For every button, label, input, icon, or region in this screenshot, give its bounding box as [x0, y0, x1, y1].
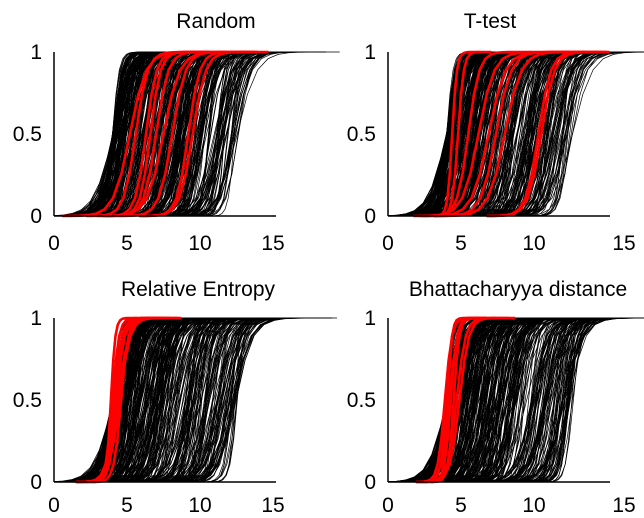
x-tick-label: 15	[261, 494, 284, 517]
y-axis: 1 0.5 0	[13, 41, 55, 228]
x-tick-label: 10	[188, 232, 211, 255]
x-tick-label: 0	[382, 232, 394, 255]
y-tick-label: 1	[30, 307, 42, 330]
panel-title: Relative Entropy	[121, 278, 276, 301]
plot-area	[387, 50, 644, 218]
y-tick-label: 1	[364, 41, 376, 64]
x-tick-label: 5	[455, 494, 467, 517]
highlight-curve	[420, 316, 516, 484]
x-tick-label: 15	[612, 494, 635, 517]
x-tick-label: 10	[522, 232, 545, 255]
background-curve	[510, 51, 644, 217]
plot-area	[53, 316, 337, 484]
background-curve	[471, 317, 567, 483]
x-tick-label: 15	[261, 232, 284, 255]
plot-area	[387, 316, 644, 484]
x-tick-label: 10	[522, 494, 545, 517]
x-tick-label: 0	[48, 232, 60, 255]
highlight-curve	[138, 50, 269, 218]
y-tick-label: 0.5	[347, 389, 376, 412]
panel-bhattacharyya-distance: Bhattacharyya distance 1 0.5 0 0 5 10 15	[347, 278, 644, 517]
background-curve	[427, 317, 548, 483]
x-axis: 0 5 10 15	[382, 215, 636, 255]
x-tick-label: 15	[612, 232, 635, 255]
x-tick-label: 5	[121, 232, 133, 255]
y-tick-label: 1	[30, 41, 42, 64]
y-tick-label: 0.5	[13, 123, 42, 146]
y-axis: 1 0.5 0	[347, 41, 389, 228]
y-tick-label: 0	[364, 471, 376, 494]
x-axis: 0 5 10 15	[48, 215, 285, 255]
panel-title: T-test	[464, 10, 517, 33]
y-tick-label: 0	[364, 205, 376, 228]
x-tick-label: 5	[455, 232, 467, 255]
x-tick-label: 0	[48, 494, 60, 517]
x-tick-label: 10	[188, 494, 211, 517]
highlight-curve	[90, 316, 164, 484]
y-axis: 1 0.5 0	[347, 307, 389, 494]
y-tick-label: 0	[30, 471, 42, 494]
plot-area	[53, 50, 340, 218]
y-tick-label: 0	[30, 205, 42, 228]
panel-title: Random	[176, 10, 255, 33]
panel-title: Bhattacharyya distance	[409, 278, 627, 301]
y-axis: 1 0.5 0	[13, 307, 55, 494]
panel-relative-entropy: Relative Entropy 1 0.5 0 0 5 10 15	[13, 278, 337, 517]
y-tick-label: 0.5	[347, 123, 376, 146]
x-axis: 0 5 10 15	[382, 481, 636, 517]
y-tick-label: 0.5	[13, 389, 42, 412]
highlight-curve	[486, 50, 610, 218]
panel-random: Random 1 0.5 0 0 5 10 15	[13, 10, 340, 255]
x-tick-label: 5	[121, 494, 133, 517]
x-tick-label: 0	[382, 494, 394, 517]
panel-t-test: T-test 1 0.5 0 0 5 10 15	[347, 10, 644, 255]
y-tick-label: 1	[364, 307, 376, 330]
x-axis: 0 5 10 15	[48, 481, 285, 517]
